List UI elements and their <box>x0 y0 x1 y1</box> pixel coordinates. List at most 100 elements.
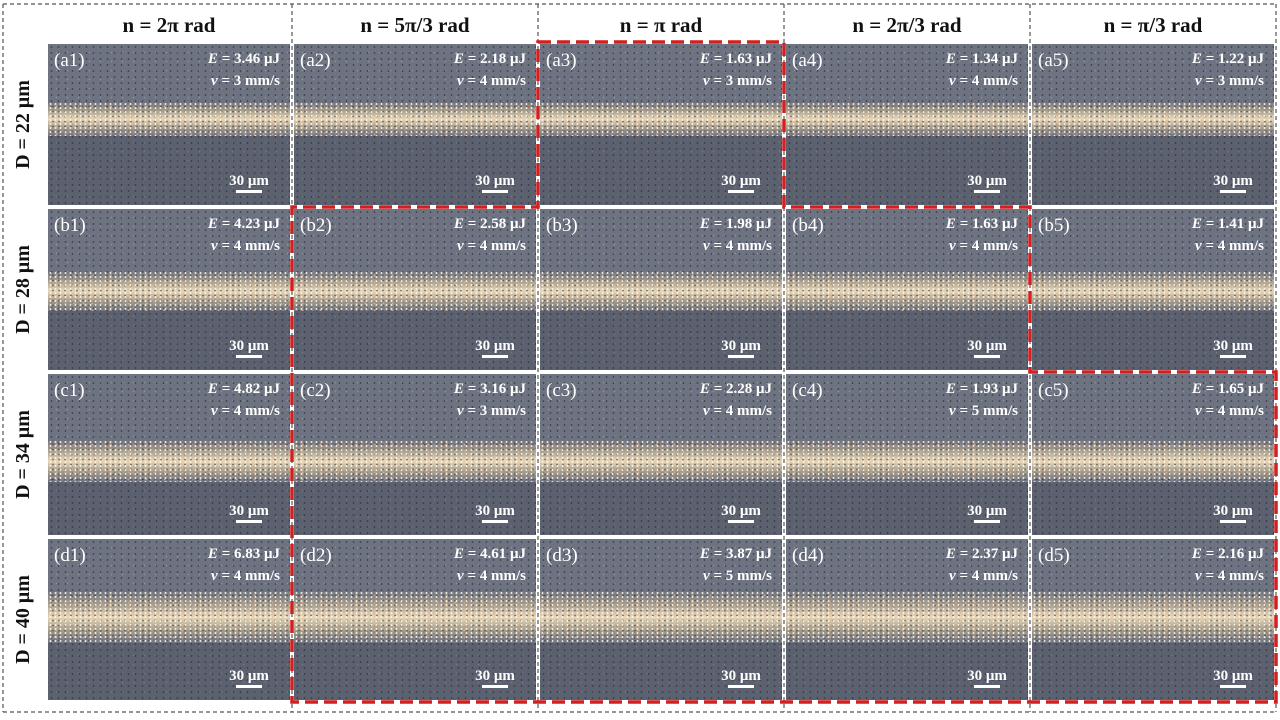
laser-track-band <box>540 102 782 136</box>
energy-value: = 1.98 μJ <box>713 216 772 232</box>
scale-bar-line <box>482 685 508 688</box>
scale-bar: 30 μm <box>226 502 272 523</box>
scale-bar-line <box>236 520 262 523</box>
panel-label: (b2) <box>300 215 332 236</box>
scale-bar-line <box>1220 355 1246 358</box>
laser-track-band <box>48 591 290 643</box>
energy-line: E = 2.37 μJ <box>946 543 1018 565</box>
scale-bar-line <box>974 520 1000 523</box>
scale-bar: 30 μm <box>718 502 764 523</box>
energy-symbol: E <box>453 51 464 67</box>
micrograph-panel: (c1) E = 4.82 μJ v = 4 mm/s 30 μm <box>48 374 290 535</box>
speed-value: = 5 mm/s <box>959 403 1018 419</box>
speed-symbol: v <box>703 568 710 584</box>
energy-value: = 3.87 μJ <box>713 546 772 562</box>
panel-parameters: E = 6.83 μJ v = 4 mm/s <box>208 543 280 587</box>
energy-value: = 2.18 μJ <box>467 51 526 67</box>
energy-symbol: E <box>699 216 710 232</box>
panel-label: (c5) <box>1038 380 1069 401</box>
scale-bar-label: 30 μm <box>967 173 1007 189</box>
speed-value: = 4 mm/s <box>1205 238 1264 254</box>
scale-bar-label: 30 μm <box>967 503 1007 519</box>
energy-value: = 1.41 μJ <box>1205 216 1264 232</box>
micrograph-panel: (a1) E = 3.46 μJ v = 3 mm/s 30 μm <box>48 44 290 205</box>
speed-line: v = 4 mm/s <box>946 235 1018 257</box>
speed-symbol: v <box>1195 238 1202 254</box>
laser-track-band <box>540 591 782 643</box>
energy-line: E = 3.46 μJ <box>208 48 280 70</box>
micrograph-panel: (b2) E = 2.58 μJ v = 4 mm/s 30 μm <box>294 209 536 370</box>
column-header: n = π/3 rad <box>1103 13 1203 37</box>
scale-bar: 30 μm <box>226 667 272 688</box>
energy-line: E = 1.63 μJ <box>700 48 772 70</box>
speed-value: = 4 mm/s <box>221 568 280 584</box>
energy-line: E = 1.41 μJ <box>1192 213 1264 235</box>
energy-symbol: E <box>945 216 956 232</box>
speed-line: v = 4 mm/s <box>1192 565 1264 587</box>
scale-bar: 30 μm <box>718 337 764 358</box>
panel-parameters: E = 1.22 μJ v = 3 mm/s <box>1192 48 1264 92</box>
energy-line: E = 1.93 μJ <box>946 378 1018 400</box>
panel-label: (b1) <box>54 215 86 236</box>
speed-value: = 4 mm/s <box>221 403 280 419</box>
speed-value: = 4 mm/s <box>467 568 526 584</box>
panel-label: (d1) <box>54 545 86 566</box>
energy-line: E = 3.87 μJ <box>700 543 772 565</box>
panel-label: (b5) <box>1038 215 1070 236</box>
speed-symbol: v <box>457 238 464 254</box>
speed-symbol: v <box>1195 568 1202 584</box>
speed-line: v = 4 mm/s <box>454 235 526 257</box>
energy-line: E = 4.61 μJ <box>454 543 526 565</box>
energy-value: = 1.63 μJ <box>959 216 1018 232</box>
micrograph-panel: (a4) E = 1.34 μJ v = 4 mm/s 30 μm <box>786 44 1028 205</box>
energy-value: = 6.83 μJ <box>221 546 280 562</box>
energy-symbol: E <box>207 381 218 397</box>
energy-value: = 1.93 μJ <box>959 381 1018 397</box>
laser-track-band <box>294 271 536 311</box>
energy-value: = 1.65 μJ <box>1205 381 1264 397</box>
panel-label: (d5) <box>1038 545 1070 566</box>
laser-track-band <box>1032 102 1274 136</box>
laser-track-band <box>48 271 290 311</box>
scale-bar-line <box>728 190 754 193</box>
scale-bar: 30 μm <box>718 667 764 688</box>
scale-bar-line <box>236 190 262 193</box>
scale-bar: 30 μm <box>472 337 518 358</box>
speed-value: = 3 mm/s <box>467 403 526 419</box>
speed-value: = 3 mm/s <box>221 73 280 89</box>
scale-bar-line <box>236 355 262 358</box>
scale-bar: 30 μm <box>964 502 1010 523</box>
energy-line: E = 2.16 μJ <box>1192 543 1264 565</box>
micrograph-panel: (c5) E = 1.65 μJ v = 4 mm/s 30 μm <box>1032 374 1274 535</box>
scale-bar-label: 30 μm <box>229 338 269 354</box>
panel-label: (a4) <box>792 50 823 71</box>
energy-value: = 3.46 μJ <box>221 51 280 67</box>
energy-symbol: E <box>207 546 218 562</box>
speed-value: = 4 mm/s <box>959 73 1018 89</box>
speed-line: v = 4 mm/s <box>1192 235 1264 257</box>
scale-bar-label: 30 μm <box>229 173 269 189</box>
energy-symbol: E <box>207 51 218 67</box>
panel-label: (a2) <box>300 50 331 71</box>
speed-value: = 4 mm/s <box>467 73 526 89</box>
scale-bar: 30 μm <box>1210 667 1256 688</box>
speed-value: = 4 mm/s <box>1205 568 1264 584</box>
speed-value: = 4 mm/s <box>713 238 772 254</box>
energy-value: = 2.58 μJ <box>467 216 526 232</box>
panel-parameters: E = 2.16 μJ v = 4 mm/s <box>1192 543 1264 587</box>
energy-line: E = 2.28 μJ <box>700 378 772 400</box>
energy-symbol: E <box>453 216 464 232</box>
scale-bar-label: 30 μm <box>229 503 269 519</box>
energy-line: E = 6.83 μJ <box>208 543 280 565</box>
energy-value: = 3.16 μJ <box>467 381 526 397</box>
speed-value: = 3 mm/s <box>713 73 772 89</box>
panel-parameters: E = 3.46 μJ v = 3 mm/s <box>208 48 280 92</box>
scale-bar: 30 μm <box>964 172 1010 193</box>
scale-bar-label: 30 μm <box>967 338 1007 354</box>
panel-parameters: E = 4.61 μJ v = 4 mm/s <box>454 543 526 587</box>
energy-symbol: E <box>699 381 710 397</box>
speed-value: = 4 mm/s <box>221 238 280 254</box>
laser-track-band <box>786 271 1028 311</box>
column-header: n = 2π rad <box>122 13 216 37</box>
